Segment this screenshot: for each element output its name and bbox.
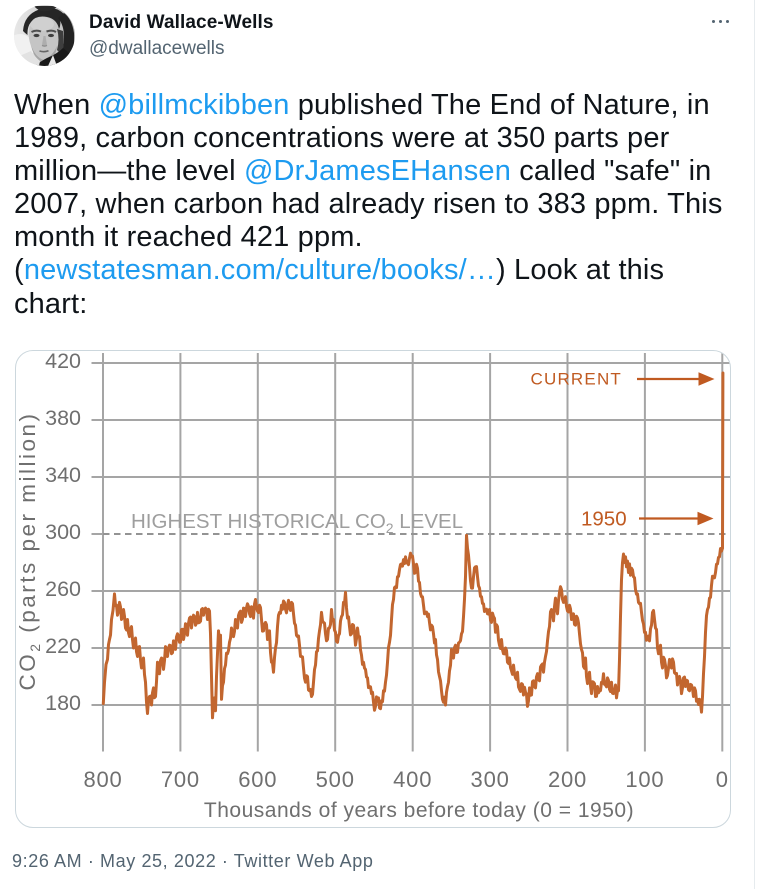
svg-text:CURRENT: CURRENT	[530, 370, 622, 389]
svg-text:340: 340	[45, 463, 81, 487]
svg-text:220: 220	[45, 634, 81, 658]
svg-text:600: 600	[238, 767, 277, 792]
svg-text:0: 0	[715, 767, 728, 792]
svg-text:100: 100	[625, 767, 664, 792]
svg-text:HIGHEST HISTORICAL CO2 LEVEL: HIGHEST HISTORICAL CO2 LEVEL	[131, 510, 463, 536]
svg-text:400: 400	[393, 767, 432, 792]
svg-text:1950: 1950	[581, 508, 627, 531]
svg-text:500: 500	[315, 767, 354, 792]
svg-text:Thousands of years before toda: Thousands of years before today (0 = 195…	[203, 799, 633, 822]
svg-text:420: 420	[45, 351, 81, 373]
svg-text:CO2 (parts per million): CO2 (parts per million)	[16, 411, 43, 690]
svg-text:700: 700	[160, 767, 199, 792]
svg-text:260: 260	[45, 577, 81, 601]
svg-text:300: 300	[45, 520, 81, 544]
svg-text:800: 800	[83, 767, 122, 792]
svg-text:300: 300	[470, 767, 509, 792]
svg-text:200: 200	[547, 767, 586, 792]
svg-text:180: 180	[45, 691, 81, 715]
svg-text:380: 380	[45, 406, 81, 430]
